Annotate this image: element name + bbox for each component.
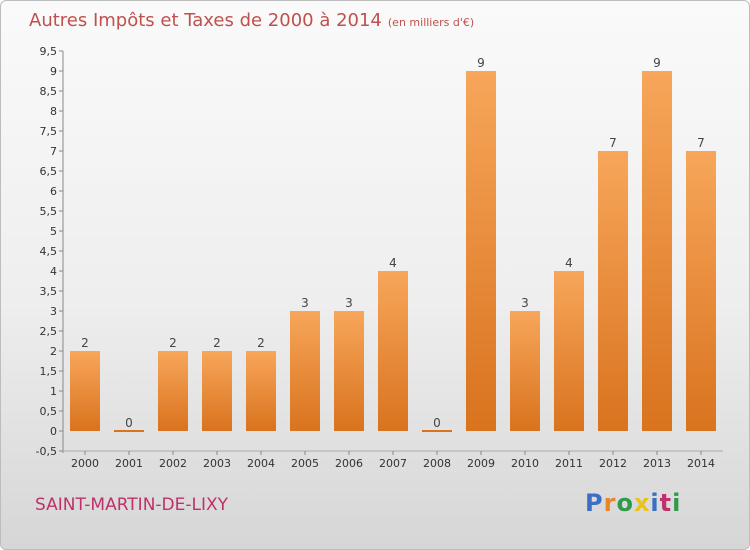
x-tick-label-2002: 2002 <box>159 457 187 470</box>
x-tick-label-2012: 2012 <box>599 457 627 470</box>
value-label-2008: 0 <box>433 416 441 430</box>
logo-letter: i <box>650 489 660 517</box>
value-label-2007: 4 <box>389 256 397 270</box>
y-tick-label: 5,5 <box>40 205 58 218</box>
chart-title: Autres Impôts et Taxes de 2000 à 2014 (en… <box>29 10 474 31</box>
bar-2011 <box>554 271 584 431</box>
y-tick-label: 6,5 <box>40 165 58 178</box>
value-label-2005: 3 <box>301 296 309 310</box>
value-label-2012: 7 <box>609 136 617 150</box>
y-tick-label: 0 <box>50 425 57 438</box>
y-tick-label: 7 <box>50 145 57 158</box>
x-tick-label-2005: 2005 <box>291 457 319 470</box>
bar-2010 <box>510 311 540 431</box>
x-tick-label-2000: 2000 <box>71 457 99 470</box>
logo-letter: P <box>585 489 604 517</box>
y-tick-label: 8,5 <box>40 85 58 98</box>
y-tick-label: 1,5 <box>40 365 58 378</box>
y-tick-label: 2,5 <box>40 325 58 338</box>
y-tick-label: 8 <box>50 105 57 118</box>
commune-name: SAINT-MARTIN-DE-LIXY <box>35 495 229 515</box>
y-tick-label: 4 <box>50 265 57 278</box>
value-label-2011: 4 <box>565 256 573 270</box>
y-tick-label: 2 <box>50 345 57 358</box>
logo-letter: o <box>616 489 634 517</box>
bar-2002 <box>158 351 188 431</box>
y-tick-label: 7,5 <box>40 125 58 138</box>
bar-2003 <box>202 351 232 431</box>
chart-unit: (en milliers d'€) <box>387 16 475 29</box>
x-tick-label-2009: 2009 <box>467 457 495 470</box>
logo-letter: t <box>659 489 673 517</box>
value-label-2009: 9 <box>477 56 485 70</box>
value-label-2003: 2 <box>213 336 221 350</box>
bar-2006 <box>334 311 364 431</box>
y-tick-label: 4,5 <box>40 245 58 258</box>
x-tick-label-2013: 2013 <box>643 457 671 470</box>
logo-letter: i <box>672 489 682 517</box>
value-label-2000: 2 <box>81 336 89 350</box>
x-tick-label-2014: 2014 <box>687 457 715 470</box>
y-tick-label: -0,5 <box>36 445 57 458</box>
value-label-2006: 3 <box>345 296 353 310</box>
y-tick-label: 3,5 <box>40 285 58 298</box>
y-tick-label: 3 <box>50 305 57 318</box>
value-label-2013: 9 <box>653 56 661 70</box>
bar-2004 <box>246 351 276 431</box>
value-label-2002: 2 <box>169 336 177 350</box>
x-tick-label-2008: 2008 <box>423 457 451 470</box>
x-tick-label-2010: 2010 <box>511 457 539 470</box>
y-tick-label: 1 <box>50 385 57 398</box>
bar-2001 <box>114 430 144 432</box>
value-label-2001: 0 <box>125 416 133 430</box>
logo-letter: x <box>633 489 651 517</box>
bar-2005 <box>290 311 320 431</box>
value-label-2014: 7 <box>697 136 705 150</box>
x-tick-label-2001: 2001 <box>115 457 143 470</box>
bar-2013 <box>642 71 672 431</box>
y-tick-label: 9,5 <box>40 45 58 58</box>
value-label-2004: 2 <box>257 336 265 350</box>
x-tick-label-2007: 2007 <box>379 457 407 470</box>
bar-2009 <box>466 71 496 431</box>
y-tick-label: 9 <box>50 65 57 78</box>
proxiti-logo: Proxiti <box>585 489 681 517</box>
y-tick-label: 6 <box>50 185 57 198</box>
chart-title-text: Autres Impôts et Taxes de 2000 à 2014 <box>29 10 382 31</box>
x-tick-label-2011: 2011 <box>555 457 583 470</box>
x-tick-label-2004: 2004 <box>247 457 275 470</box>
value-label-2010: 3 <box>521 296 529 310</box>
x-tick-label-2006: 2006 <box>335 457 363 470</box>
bar-2014 <box>686 151 716 431</box>
logo-letter: r <box>603 489 617 517</box>
y-tick-label: 5 <box>50 225 57 238</box>
bar-2012 <box>598 151 628 431</box>
y-tick-label: 0,5 <box>40 405 58 418</box>
bar-2000 <box>70 351 100 431</box>
x-tick-label-2003: 2003 <box>203 457 231 470</box>
bar-2007 <box>378 271 408 431</box>
bar-2008 <box>422 430 452 432</box>
